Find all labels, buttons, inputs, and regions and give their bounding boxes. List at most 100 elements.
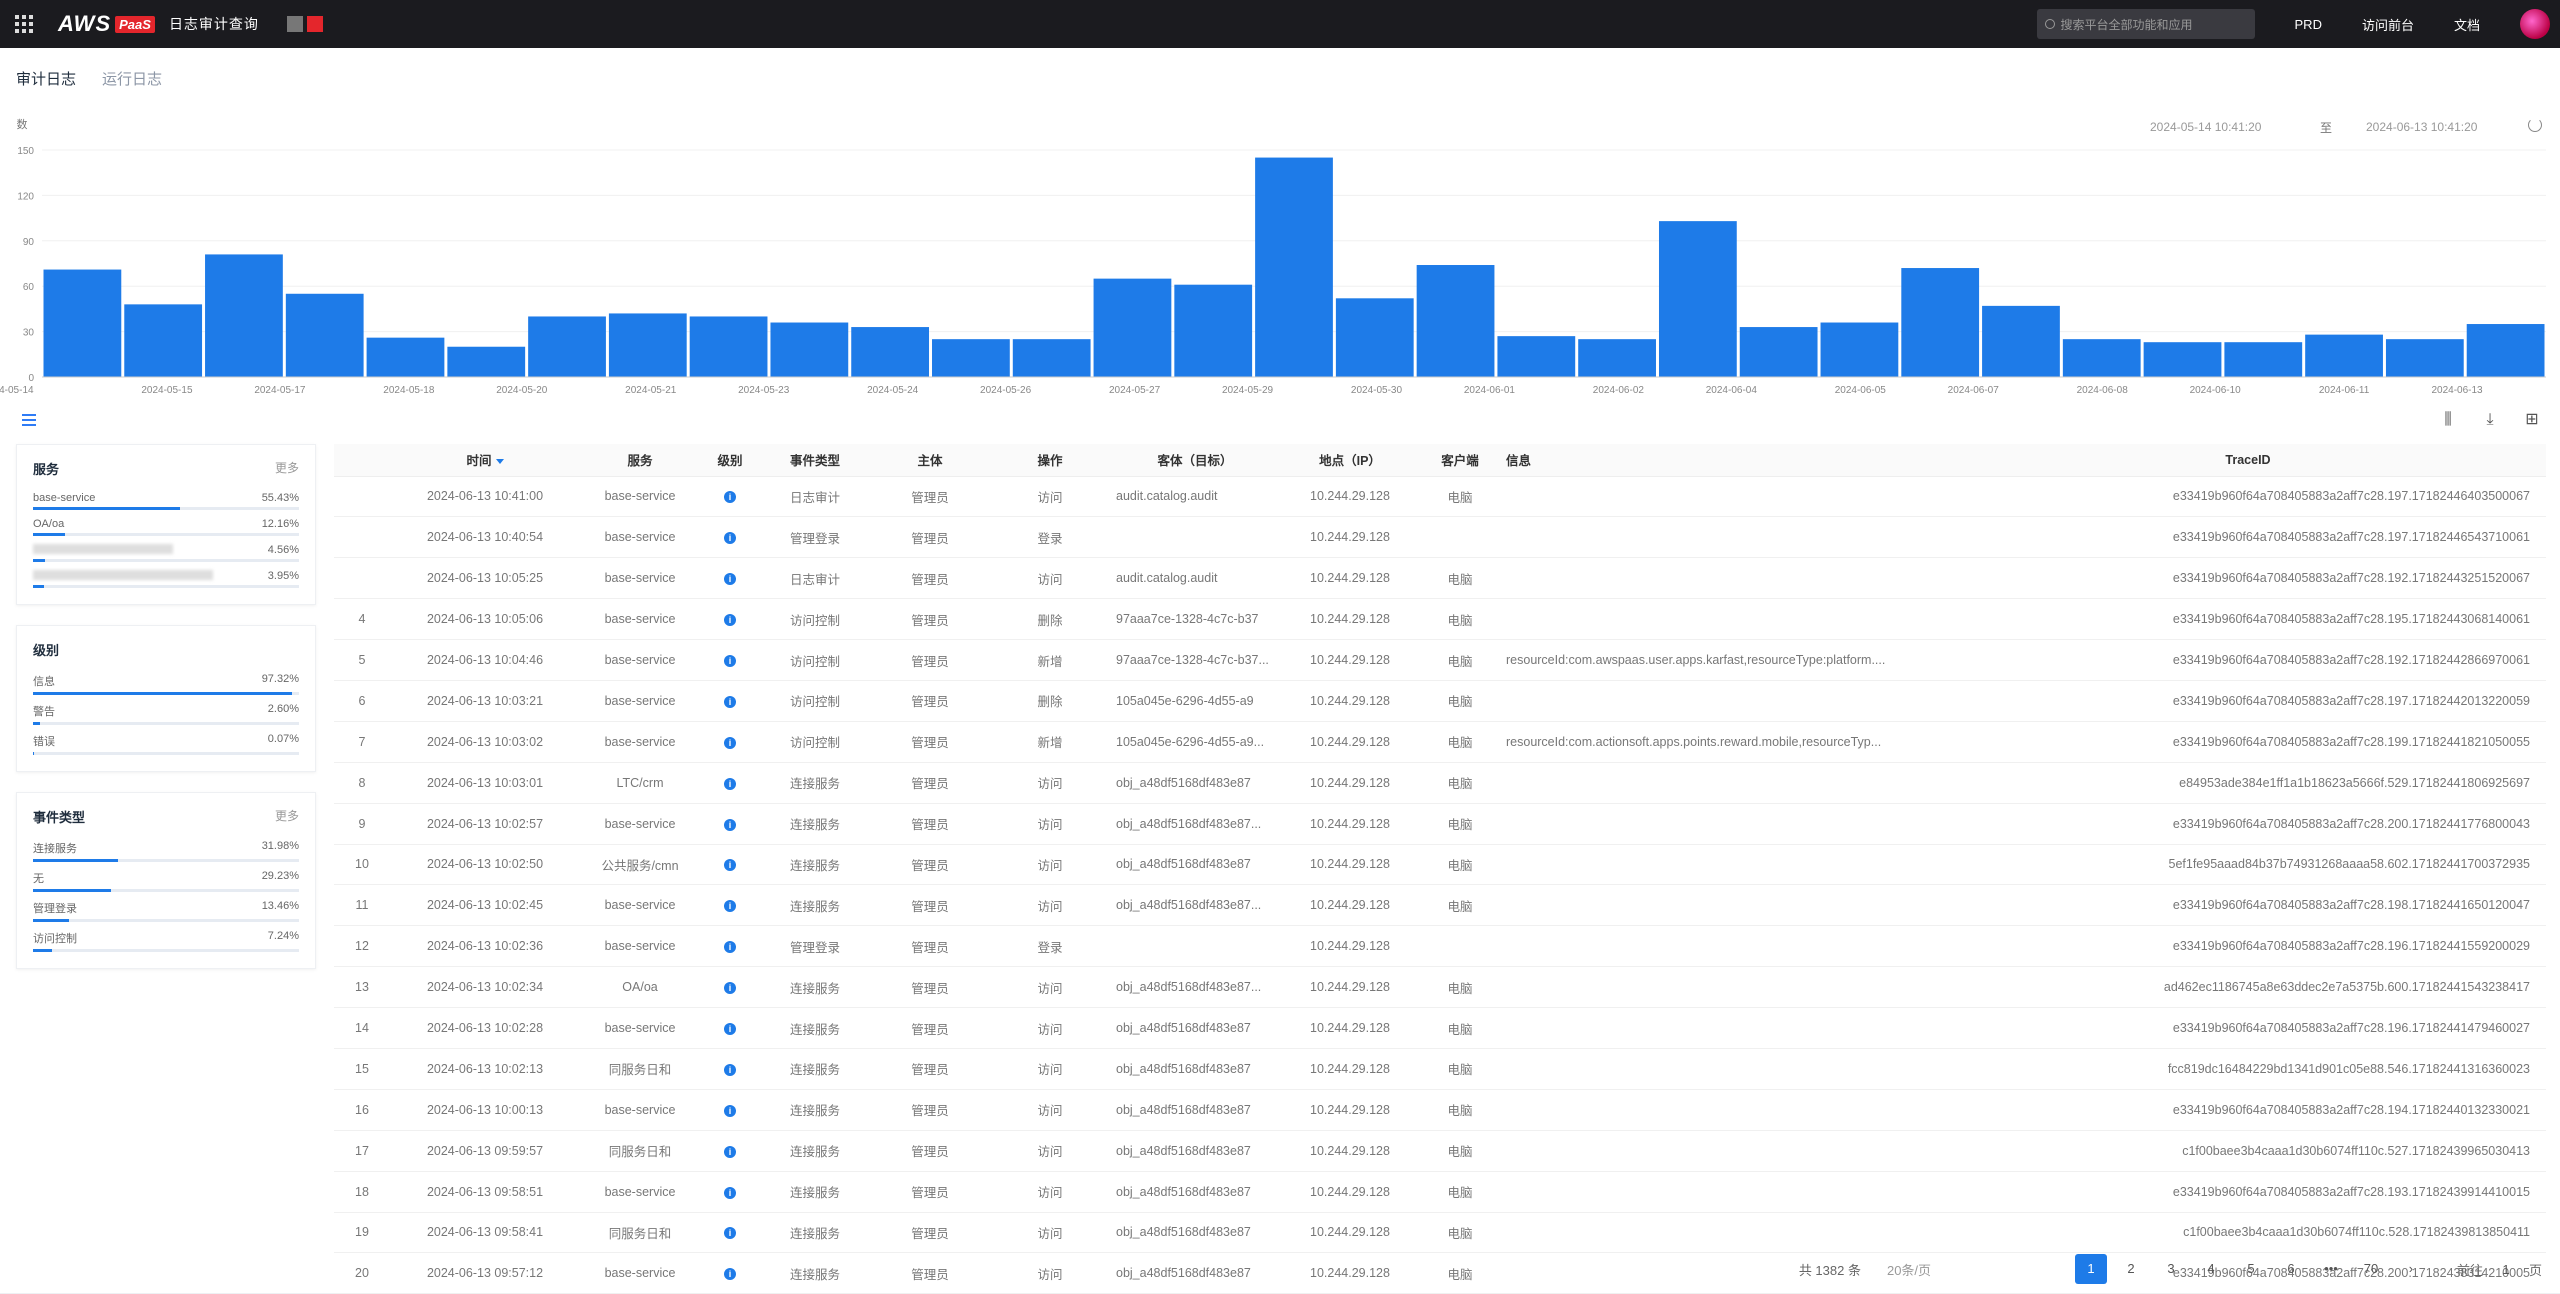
cell-svc: base-service bbox=[580, 1171, 700, 1212]
cell-n: 19 bbox=[334, 1212, 390, 1253]
page-button[interactable]: 1 bbox=[2075, 1254, 2107, 1284]
cell-level: i bbox=[700, 640, 760, 681]
page-button[interactable]: 5 bbox=[2235, 1254, 2267, 1284]
info-level-icon: i bbox=[724, 532, 736, 544]
facet-more-link[interactable]: 更多 bbox=[275, 459, 299, 478]
end-date-input[interactable]: 2024-06-13 10:41:20 bbox=[2346, 114, 2522, 140]
columns-icon[interactable]: ⫼ bbox=[2440, 412, 2456, 428]
page-size-select[interactable]: 20条/页 bbox=[1887, 1260, 2057, 1279]
settings-icon[interactable]: ⊞ bbox=[2524, 412, 2540, 428]
cell-evt: 日志审计 bbox=[760, 558, 870, 599]
cell-trace: e33419b960f64a708405883a2aff7c28.192.171… bbox=[1950, 640, 2546, 681]
x-tick-label: 2024-05-14 bbox=[0, 385, 34, 396]
docs-link[interactable]: 文档 bbox=[2454, 15, 2480, 34]
cell-ip: 10.244.29.128 bbox=[1280, 844, 1420, 885]
logo[interactable]: AWS PaaS bbox=[58, 11, 155, 37]
col-time[interactable]: 时间 bbox=[390, 444, 580, 476]
histogram-svg: 数03060901201502024-05-142024-05-152024-0… bbox=[0, 112, 2560, 398]
cell-obj: 105a045e-6296-4d55-a9... bbox=[1110, 721, 1280, 762]
facet-more-link[interactable]: 更多 bbox=[275, 807, 299, 826]
refresh-icon[interactable] bbox=[2528, 118, 2542, 132]
chart-bar bbox=[1659, 221, 1737, 377]
cell-msg bbox=[1500, 599, 1950, 640]
goto-page-input[interactable]: 1 bbox=[2483, 1262, 2529, 1277]
cell-n: 12 bbox=[334, 926, 390, 967]
page-button[interactable]: 4 bbox=[2195, 1254, 2227, 1284]
page-button[interactable]: 2 bbox=[2115, 1254, 2147, 1284]
console-link[interactable]: 访问前台 bbox=[2362, 15, 2414, 34]
avatar[interactable] bbox=[2520, 9, 2550, 39]
date-range-picker[interactable]: 2024-05-14 10:41:20 至 2024-06-13 10:41:2… bbox=[2130, 114, 2522, 140]
page-ellipsis[interactable]: ••• bbox=[2315, 1254, 2347, 1284]
start-date-input[interactable]: 2024-05-14 10:41:20 bbox=[2130, 114, 2306, 140]
gray-square-icon[interactable] bbox=[287, 16, 303, 32]
apps-grid-icon[interactable] bbox=[0, 0, 48, 48]
info-level-icon: i bbox=[724, 778, 736, 790]
list-toggle-icon[interactable] bbox=[22, 414, 36, 429]
x-tick-label: 2024-05-30 bbox=[1351, 385, 1403, 396]
facet-item[interactable]: 4.56% bbox=[33, 544, 299, 562]
download-icon[interactable]: ⤓ bbox=[2482, 412, 2498, 428]
cell-time: 2024-06-13 10:02:28 bbox=[390, 1008, 580, 1049]
page-button[interactable]: 6 bbox=[2275, 1254, 2307, 1284]
red-square-icon[interactable] bbox=[307, 16, 323, 32]
sort-desc-icon[interactable] bbox=[496, 459, 504, 464]
cell-time: 2024-06-13 09:58:41 bbox=[390, 1212, 580, 1253]
x-tick-label: 2024-06-04 bbox=[1706, 385, 1758, 396]
info-level-icon: i bbox=[724, 941, 736, 953]
next-page-button[interactable]: › bbox=[2395, 1254, 2427, 1284]
cell-evt: 连接服务 bbox=[760, 1212, 870, 1253]
cell-msg bbox=[1500, 1048, 1950, 1089]
page-button[interactable]: 70 bbox=[2355, 1254, 2387, 1284]
chart-bar bbox=[2467, 324, 2545, 377]
page-button[interactable]: 3 bbox=[2155, 1254, 2187, 1284]
tab-audit-log[interactable]: 审计日志 bbox=[16, 68, 76, 89]
cell-svc: OA/oa bbox=[580, 967, 700, 1008]
cell-client: 电脑 bbox=[1420, 1089, 1500, 1130]
cell-svc: base-service bbox=[580, 803, 700, 844]
env-label[interactable]: PRD bbox=[2295, 17, 2322, 32]
cell-evt: 连接服务 bbox=[760, 1089, 870, 1130]
cell-ip: 10.244.29.128 bbox=[1280, 1253, 1420, 1294]
facet-item[interactable]: 3.95% bbox=[33, 570, 299, 588]
facet-item-bar bbox=[33, 722, 299, 725]
cell-level: i bbox=[700, 1212, 760, 1253]
info-level-icon: i bbox=[724, 655, 736, 667]
cell-svc: base-service bbox=[580, 1008, 700, 1049]
global-search-input[interactable]: 搜索平台全部功能和应用 bbox=[2037, 9, 2255, 39]
cell-level: i bbox=[700, 1253, 760, 1294]
cell-op: 访问 bbox=[990, 1212, 1110, 1253]
cell-evt: 连接服务 bbox=[760, 885, 870, 926]
cell-obj: obj_a48df5168df483e87 bbox=[1110, 1171, 1280, 1212]
cell-n bbox=[334, 558, 390, 599]
tab-runtime-log[interactable]: 运行日志 bbox=[102, 68, 162, 89]
